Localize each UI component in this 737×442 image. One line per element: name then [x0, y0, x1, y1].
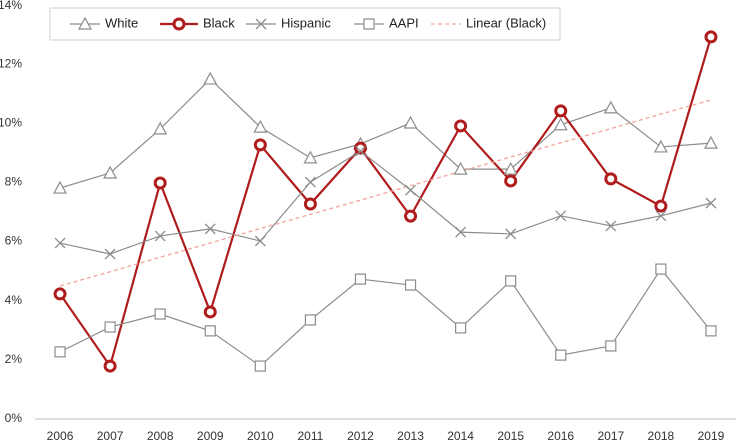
x-tick-label: 2019 [698, 429, 725, 442]
x-tick-label: 2011 [297, 429, 323, 442]
x-tick-label: 2017 [597, 429, 624, 442]
marker [403, 115, 418, 129]
marker [504, 174, 518, 188]
marker [255, 18, 267, 30]
legend-box [49, 7, 561, 41]
marker [303, 197, 317, 211]
marker [104, 248, 116, 260]
marker [53, 180, 68, 194]
marker [153, 176, 167, 190]
marker [455, 226, 467, 238]
marker [605, 220, 617, 232]
marker [553, 117, 568, 131]
x-tick-label: 2006 [47, 429, 74, 442]
series-line [59, 36, 713, 369]
x-tick-label: 2016 [547, 429, 574, 442]
marker [703, 135, 718, 149]
series-line [59, 78, 712, 189]
y-tick-label: 14% [0, 0, 22, 12]
y-tick-label: 4% [5, 293, 23, 307]
marker [304, 314, 316, 326]
marker [77, 16, 93, 30]
marker [154, 230, 166, 242]
x-tick-label: 2009 [197, 429, 224, 442]
x-tick-label: 2015 [497, 429, 524, 442]
marker [172, 17, 186, 31]
x-tick-label: 2008 [147, 429, 174, 442]
y-tick-label: 2% [5, 352, 23, 366]
marker [505, 228, 517, 240]
marker [554, 104, 568, 118]
legend-label: Hispanic [281, 15, 331, 30]
legend-label: Black [203, 15, 235, 30]
x-tick-label: 2012 [347, 429, 374, 442]
marker [404, 209, 418, 223]
x-tick-label: 2007 [97, 429, 124, 442]
x-tick-label: 2014 [447, 429, 474, 442]
marker [254, 235, 266, 247]
marker [304, 176, 316, 188]
marker [203, 71, 218, 85]
marker [705, 197, 717, 209]
marker [363, 18, 375, 30]
marker [355, 145, 366, 157]
marker [503, 161, 518, 175]
marker [603, 100, 618, 114]
marker [53, 287, 67, 301]
marker [353, 141, 367, 155]
y-tick-label: 8% [5, 175, 23, 189]
marker [54, 346, 66, 358]
y-tick-label: 10% [0, 115, 22, 129]
legend-label: Linear (Black) [466, 15, 546, 30]
x-tick-label: 2018 [648, 429, 675, 442]
marker [704, 30, 718, 44]
series-line [59, 99, 712, 287]
x-tick-label: 2010 [247, 429, 274, 442]
series-line [59, 268, 712, 367]
marker [104, 321, 116, 333]
marker [204, 223, 216, 235]
legend-label: White [105, 15, 138, 30]
marker [303, 150, 318, 164]
marker [54, 237, 66, 249]
y-tick-label: 12% [0, 56, 22, 70]
marker [354, 273, 367, 285]
marker [555, 210, 567, 222]
x-tick-label: 2013 [397, 429, 424, 442]
marker [455, 322, 467, 334]
marker [103, 165, 118, 179]
marker [153, 121, 168, 135]
y-tick-label: 0% [5, 411, 23, 425]
marker [253, 119, 268, 133]
marker [154, 308, 166, 320]
marker [555, 349, 567, 361]
marker [453, 161, 468, 175]
legend-label: AAPI [389, 15, 419, 30]
marker [405, 184, 416, 196]
marker [454, 119, 468, 133]
marker [655, 263, 667, 275]
marker [505, 275, 517, 287]
marker [404, 279, 417, 291]
marker [605, 340, 617, 352]
y-tick-label: 6% [5, 234, 23, 248]
marker [654, 199, 668, 213]
marker [653, 139, 668, 153]
marker [655, 210, 667, 222]
marker [204, 325, 216, 337]
marker [705, 325, 717, 337]
marker [604, 172, 618, 186]
marker [103, 359, 117, 373]
series-line [59, 150, 712, 255]
marker [203, 305, 217, 319]
legend: White Black Hispanic AAPI Linear (Black) [49, 7, 561, 41]
marker [254, 360, 266, 372]
marker [253, 138, 267, 152]
